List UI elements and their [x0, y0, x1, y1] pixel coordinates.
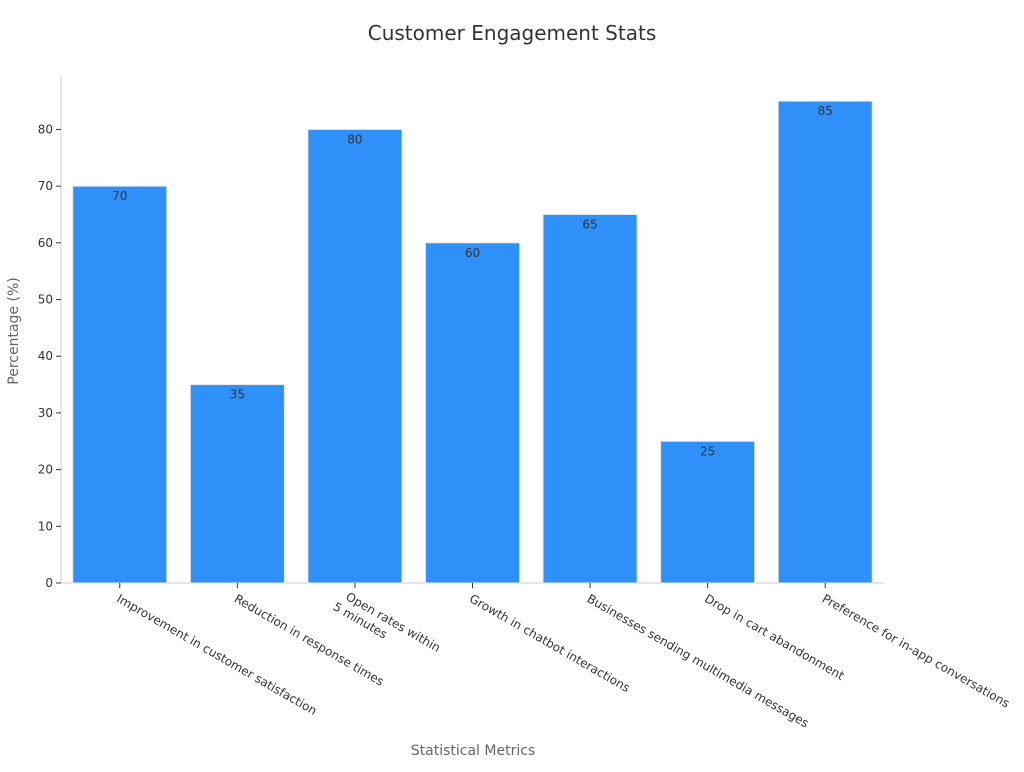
bar	[72, 185, 168, 584]
y-tick-label: 80	[38, 122, 53, 136]
bar	[777, 100, 873, 584]
bar	[424, 242, 521, 584]
chart-title: Customer Engagement Stats	[368, 21, 657, 45]
y-tick-label: 20	[38, 463, 53, 477]
bar-value-label: 35	[230, 388, 245, 402]
x-axis-label: Statistical Metrics	[411, 743, 535, 759]
bar	[660, 440, 756, 584]
y-axis-label: Percentage (%)	[6, 277, 22, 384]
bar-value-label: 85	[818, 104, 833, 118]
y-tick-label: 0	[45, 576, 53, 590]
y-tick-label: 40	[38, 349, 53, 363]
bar	[189, 384, 285, 584]
y-tick-label: 10	[38, 519, 53, 533]
bar	[307, 128, 403, 584]
y-tick-label: 50	[38, 293, 53, 307]
x-tick-label: Businesses sending multimedia messages	[585, 591, 812, 730]
bar-value-label: 80	[347, 132, 362, 146]
plot-area: 0 10 20 30 40 50 60 70 80 70 Improvement in custom…	[38, 77, 1012, 730]
x-tick-label: Improvement in customer satisfaction	[114, 591, 319, 717]
y-tick-label: 30	[38, 406, 53, 420]
bar-value-label: 25	[700, 444, 715, 458]
x-tick-label: Preference for in-app conversations	[820, 591, 1012, 710]
bar-value-label: 65	[582, 217, 597, 231]
y-tick-label: 60	[38, 236, 53, 250]
bar-value-label: 60	[465, 246, 480, 260]
y-tick-label: 70	[38, 179, 53, 193]
bar	[542, 213, 638, 584]
bar-value-label: 70	[112, 189, 127, 203]
